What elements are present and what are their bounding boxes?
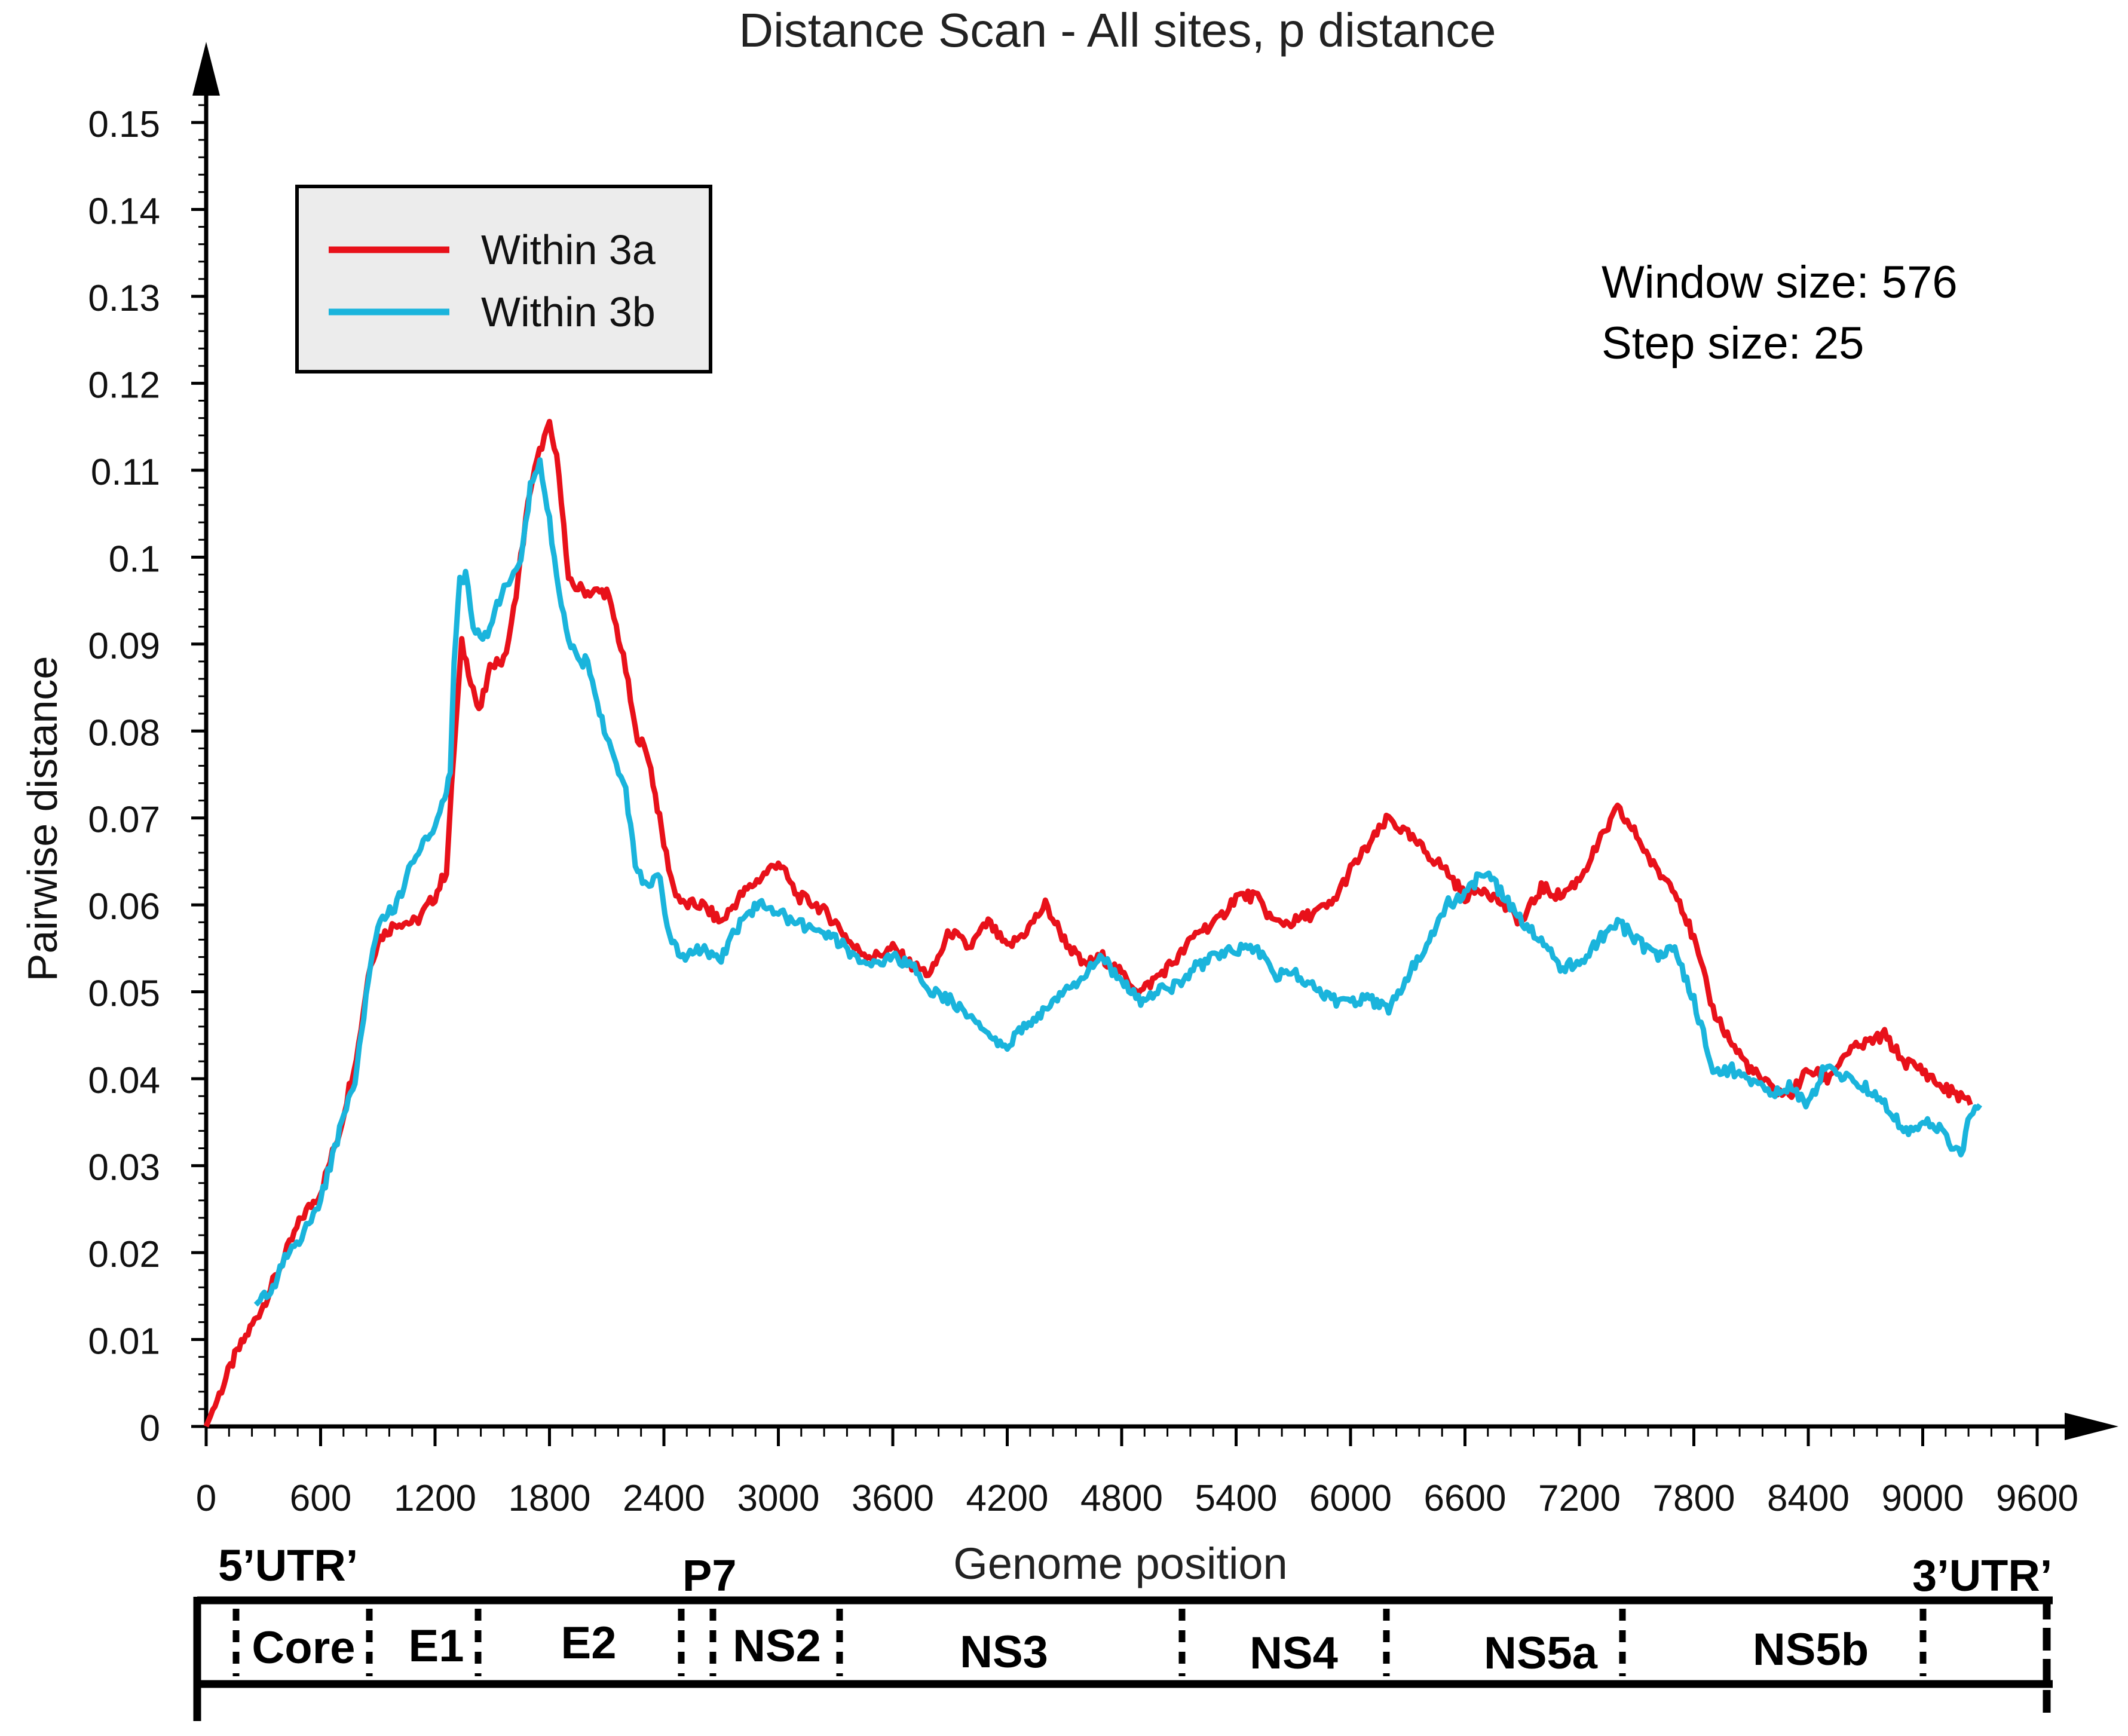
y-tick-label: 0.13 [88, 278, 160, 319]
x-tick-label: 0 [196, 1478, 216, 1519]
segment-ns5b: NS5b [1753, 1624, 1869, 1675]
x-tick-label: 600 [290, 1478, 351, 1519]
legend-box [295, 185, 712, 373]
segment-e2: E2 [561, 1618, 617, 1668]
x-tick-label: 6000 [1309, 1478, 1392, 1519]
x-tick-label: 5400 [1195, 1478, 1278, 1519]
y-tick-label: 0.09 [88, 626, 160, 667]
legend: Within 3a Within 3b [295, 185, 712, 373]
y-tick-label: 0.08 [88, 712, 160, 754]
legend-label-3a: Within 3a [481, 226, 656, 273]
utr3-label: 3’UTR’ [1912, 1551, 2052, 1600]
x-tick-label: 3600 [852, 1478, 934, 1519]
segment-dividers [232, 1609, 1927, 1676]
y-tick-label: 0.01 [88, 1321, 160, 1363]
series-line-within-3b [253, 457, 1982, 1307]
x-tick-label: 7200 [1538, 1478, 1621, 1519]
y-tick-label: 0.14 [88, 191, 160, 232]
y-tick-label: 0.06 [88, 886, 160, 927]
segment-ns5a: NS5a [1484, 1628, 1598, 1679]
legend-label-3b: Within 3b [481, 289, 656, 335]
x-tick-label: 9000 [1882, 1478, 1964, 1519]
x-tick-label: 4800 [1080, 1478, 1163, 1519]
x-ticks: 0 600 1200 1800 2400 3000 3600 4200 4800 5400 6000… [196, 1426, 2078, 1519]
segment-ns4: NS4 [1250, 1628, 1338, 1679]
utr5-label: 5’UTR’ [218, 1541, 358, 1590]
y-tick-label: 0.12 [88, 365, 160, 406]
segment-core: Core [252, 1622, 355, 1673]
y-tick-label: 0.02 [88, 1234, 160, 1275]
segment-ns3: NS3 [960, 1627, 1048, 1677]
y-tick-label: 0 [140, 1408, 160, 1449]
p7-label: P7 [682, 1551, 737, 1600]
y-tick-label: 0.05 [88, 973, 160, 1015]
y-tick-label: 0.15 [88, 104, 160, 145]
y-axis-label: Pairwise distance [19, 656, 66, 982]
x-axis-label: Genome position [953, 1539, 1287, 1588]
segment-e1: E1 [409, 1621, 464, 1671]
y-tick-label: 0.07 [88, 800, 160, 841]
x-tick-label: 4200 [966, 1478, 1049, 1519]
chart-title: Distance Scan - All sites, p distance [739, 4, 1496, 57]
y-tick-label: 0.03 [88, 1147, 160, 1189]
x-tick-label: 9600 [1996, 1478, 2078, 1519]
x-tick-label: 3000 [737, 1478, 820, 1519]
y-ticks: 0 0.01 0.02 0.03 0.04 0.05 0.06 0.07 0.08 0.09 0.1… [88, 104, 206, 1449]
x-tick-label: 1800 [509, 1478, 591, 1519]
window-size-annotation: Window size: 576 [1602, 257, 1958, 308]
y-tick-label: 0.11 [91, 452, 160, 493]
genome-map: Core E1 E2 NS2 NS3 NS4 NS5a NS5b 5’UTR’ … [193, 1541, 2053, 1721]
y-axis-arrow [192, 42, 220, 96]
y-tick-label: 0.04 [88, 1060, 160, 1101]
x-tick-label: 2400 [623, 1478, 705, 1519]
x-tick-label: 7800 [1653, 1478, 1735, 1519]
x-tick-label: 8400 [1767, 1478, 1850, 1519]
x-tick-label: 6600 [1424, 1478, 1507, 1519]
y-tick-label: 0.1 [109, 538, 160, 580]
step-size-annotation: Step size: 25 [1602, 318, 1864, 369]
x-axis-arrow [2065, 1413, 2118, 1440]
segment-ns2: NS2 [733, 1621, 821, 1671]
x-tick-label: 1200 [394, 1478, 476, 1519]
series-line-within-3a [203, 418, 1973, 1428]
series-layer [203, 418, 1982, 1428]
